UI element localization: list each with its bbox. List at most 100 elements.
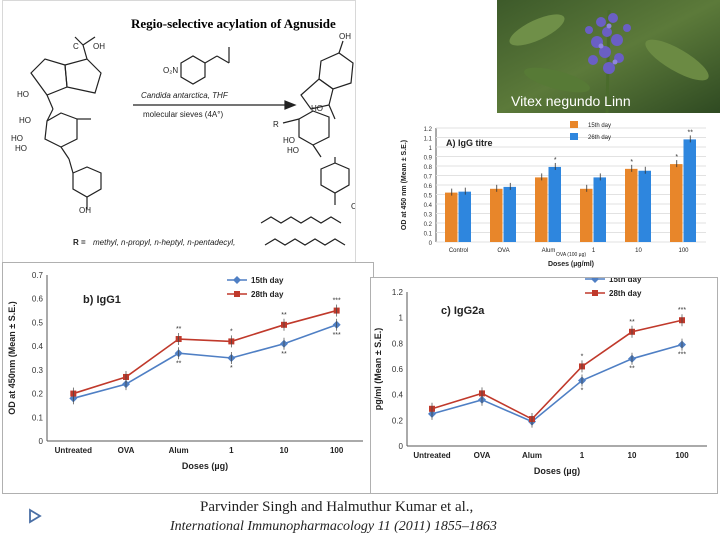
y-tick-label: 0.6 xyxy=(392,365,404,374)
significance-mark: ** xyxy=(176,360,182,367)
legend-marker xyxy=(234,291,240,297)
svg-text:OH: OH xyxy=(93,42,105,51)
series-line xyxy=(73,324,337,400)
bar xyxy=(458,191,471,242)
chart-a-igg-titre: 0 0.1 0.2 0.3 0.4 0.5 0.6 0.7 0.8 0.9 1 1.1 1.2 Contr… xyxy=(392,118,718,268)
significance-mark: * xyxy=(581,353,584,360)
svg-text:HO: HO xyxy=(11,134,23,143)
y-tick-label: 0.8 xyxy=(392,339,404,348)
chart-title: b) IgG1 xyxy=(83,294,121,306)
significance-mark: ** xyxy=(281,312,287,319)
slide-bullet-arrow-icon xyxy=(29,508,42,524)
y-tick-label: 0.7 xyxy=(424,175,433,181)
y-tick-label: 0.5 xyxy=(32,318,44,327)
r-groups-list: methyl, n-propyl, n-heptyl, n-pentadecyl… xyxy=(93,238,235,247)
svg-text:HO: HO xyxy=(311,104,323,113)
legend-marker xyxy=(591,275,599,283)
svg-text:HO: HO xyxy=(287,146,299,155)
x-tick-label: 1 xyxy=(592,248,596,254)
series-line xyxy=(431,319,683,421)
bar xyxy=(503,186,516,242)
x-tick-label: 1 xyxy=(580,451,585,460)
svg-text:HO: HO xyxy=(17,90,29,99)
x-tick-label: 100 xyxy=(675,451,689,460)
x-tick-label: 100 xyxy=(330,446,344,455)
bar xyxy=(490,188,503,242)
significance-mark: ** xyxy=(629,366,635,373)
y-tick-label: 0 xyxy=(39,437,44,446)
bar xyxy=(580,188,593,242)
y-axis-title: OD at 450 nm (Mean ± S.E.) xyxy=(401,140,408,230)
y-tick-label: 1.1 xyxy=(424,137,433,143)
svg-text:R: R xyxy=(273,120,279,129)
y-tick-label: 1 xyxy=(399,314,404,323)
x-axis-subtitle: OVA (100 µg) xyxy=(556,252,586,258)
x-tick-label: Control xyxy=(449,248,468,254)
y-tick-label: 0 xyxy=(429,241,433,247)
significance-mark: *** xyxy=(678,307,686,314)
x-axis-title: Doses (µg) xyxy=(182,461,228,471)
y-tick-label: 0.4 xyxy=(392,391,404,400)
chart-title: A) IgG titre xyxy=(446,138,493,148)
legend-label: 15th day xyxy=(588,123,611,129)
y-tick-label: 1.2 xyxy=(424,127,433,133)
y-tick-label: 0.4 xyxy=(32,342,44,351)
y-tick-label: 0.2 xyxy=(424,222,433,228)
chart-a-svg: 0 0.1 0.2 0.3 0.4 0.5 0.6 0.7 0.8 0.9 1 1.1 1.2 Contr… xyxy=(401,121,706,268)
photo-caption: Vitex negundo Linn xyxy=(511,93,631,109)
significance-mark: * xyxy=(581,388,584,395)
plant-photo: Vitex negundo Linn xyxy=(497,0,720,113)
y-tick-label: 0.3 xyxy=(32,366,44,375)
legend-label: 15th day xyxy=(251,276,284,285)
legend-label: 28th day xyxy=(609,289,642,298)
x-tick-label: OVA xyxy=(118,446,135,455)
significance-mark: * xyxy=(554,157,557,164)
chart-title: c) IgG2a xyxy=(441,305,485,317)
y-tick-label: 0.6 xyxy=(32,295,44,304)
x-tick-label: Untreated xyxy=(413,451,450,460)
y-tick-label: 0.3 xyxy=(424,213,433,219)
x-tick-label: OVA xyxy=(497,248,509,254)
significance-mark: * xyxy=(630,159,633,166)
x-tick-label: Alum xyxy=(169,446,189,455)
chart-c-svg: 0 0.2 0.4 0.6 0.8 1 1.2 Untreated OVA Alum 1 10 100 D… xyxy=(373,275,707,476)
reagent-line2: molecular sieves (4A°) xyxy=(143,110,223,119)
citation-footer: Parvinder Singh and Halmuthur Kumar et a… xyxy=(0,493,720,540)
significance-mark: ** xyxy=(688,129,694,136)
reagent-line1: Candida antarctica, THF xyxy=(141,91,229,100)
legend-label: 15th day xyxy=(609,278,642,284)
y-tick-label: 0.8 xyxy=(424,165,433,171)
chart-c-igg2a: 0 0.2 0.4 0.6 0.8 1 1.2 Untreated OVA Alum 1 10 100 D… xyxy=(370,275,718,494)
y-tick-label: 0.2 xyxy=(392,416,404,425)
legend-marker xyxy=(233,276,241,284)
r-groups-label: R = xyxy=(73,238,86,247)
svg-text:C: C xyxy=(73,42,79,51)
svg-text:O₂N: O₂N xyxy=(163,66,178,75)
svg-text:HO: HO xyxy=(19,116,31,125)
x-tick-label: 1 xyxy=(229,446,234,455)
x-tick-label: 10 xyxy=(635,248,642,254)
bar xyxy=(683,139,696,242)
bar xyxy=(625,168,638,242)
significance-mark: *** xyxy=(333,332,341,339)
svg-text:OH: OH xyxy=(79,206,91,215)
x-tick-label: Alum xyxy=(522,451,542,460)
significance-mark: * xyxy=(230,328,233,335)
y-tick-label: 0.6 xyxy=(424,184,433,190)
x-tick-label: OVA xyxy=(474,451,491,460)
legend-label: 28th day xyxy=(251,290,284,299)
legend-marker xyxy=(592,290,598,296)
legend-swatch xyxy=(570,133,578,140)
svg-text:OH: OH xyxy=(339,32,351,41)
series-line xyxy=(73,309,337,395)
x-axis-title: Doses (µg/ml) xyxy=(548,261,594,268)
significance-mark: ** xyxy=(629,319,635,326)
x-axis-title: Doses (µg) xyxy=(534,466,580,476)
chart-b-igg1: 0 0.1 0.2 0.3 0.4 0.5 0.6 0.7 Untreated OVA Alum 1 1… xyxy=(2,262,374,494)
bar xyxy=(670,164,683,242)
y-tick-label: 0.1 xyxy=(32,413,44,422)
y-tick-label: 0.5 xyxy=(424,194,433,200)
y-tick-label: 0 xyxy=(399,442,404,451)
y-axis-title: pg/ml (Mean ± S.E.) xyxy=(373,328,383,410)
